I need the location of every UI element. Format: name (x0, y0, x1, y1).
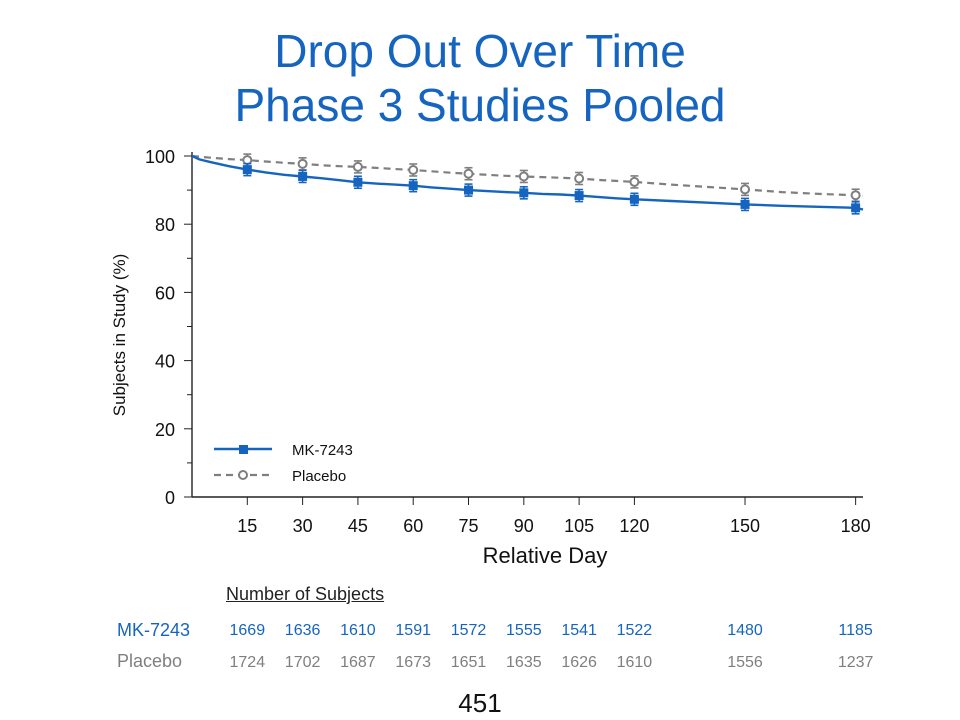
placebo-point (297, 158, 308, 169)
x-tick-label: 105 (564, 516, 594, 536)
placebo-count: 1702 (284, 654, 321, 671)
placebo-point (408, 164, 419, 175)
page-number: 451 (458, 688, 502, 718)
placebo-point (574, 173, 585, 184)
x-tick-label: 60 (403, 516, 423, 536)
x-tick-label: 15 (237, 516, 257, 536)
mk-7243-point (740, 199, 750, 209)
placebo-count: 1635 (506, 654, 542, 671)
legend-mk-7243-marker (239, 445, 248, 454)
placebo-count: 1673 (395, 654, 431, 671)
legend-mk-7243-label: MK-7243 (292, 442, 353, 459)
x-tick-label: 180 (841, 516, 871, 536)
chart-title-line-1: Drop Out Over Time (274, 25, 686, 77)
row-label-mk-7243: MK-7243 (117, 620, 191, 640)
mk-7243-count: 1522 (616, 622, 653, 639)
placebo-count: 1237 (837, 654, 874, 671)
mk-7243-point (353, 177, 363, 187)
mk-7243-count: 1669 (229, 622, 266, 639)
mk-7243-point (408, 181, 418, 191)
placebo-count: 1651 (450, 654, 487, 671)
x-tick-label: 150 (730, 516, 760, 536)
y-axis-label: Subjects in Study (%) (110, 254, 129, 417)
x-axis-label: Relative Day (483, 543, 608, 568)
placebo-count: 1687 (340, 654, 376, 671)
mk-7243-point (242, 165, 252, 175)
y-tick-label: 20 (155, 420, 175, 440)
placebo-count: 1724 (229, 654, 266, 671)
placebo-point (463, 168, 474, 179)
mk-7243-point (519, 188, 529, 198)
placebo-count: 1610 (616, 654, 653, 671)
number-of-subjects-heading: Number of Subjects (226, 584, 385, 604)
y-tick-label: 60 (155, 283, 175, 303)
x-tick-label: 90 (514, 516, 534, 536)
placebo-count: 1556 (727, 654, 763, 671)
mk-7243-point (464, 185, 474, 195)
y-tick-label: 100 (145, 147, 175, 167)
placebo-point (352, 161, 363, 172)
chart-canvas: 0 20 40 60 80 100 15 30 45 60 75 90 105 120 150 180 Rela… (110, 147, 871, 568)
mk-7243-point (629, 194, 639, 204)
y-tick-label: 40 (155, 352, 175, 372)
mk-7243-point (298, 171, 308, 181)
mk-7243-count: 1555 (506, 622, 542, 639)
x-tick-label: 120 (619, 516, 649, 536)
chart-title-line-2: Phase 3 Studies Pooled (234, 79, 726, 131)
mk-7243-count: 1541 (561, 622, 597, 639)
row-label-placebo: Placebo (117, 651, 183, 671)
placebo-count: 1626 (561, 654, 597, 671)
placebo-point (740, 184, 751, 195)
placebo-point (629, 176, 640, 187)
placebo-point (850, 190, 861, 201)
x-tick-label: 75 (458, 516, 478, 536)
legend-placebo-label: Placebo (292, 468, 346, 485)
placebo-point (518, 171, 529, 182)
x-tick-label: 45 (348, 516, 368, 536)
mk-7243-point (851, 203, 861, 213)
legend-placebo-marker (238, 470, 248, 480)
y-tick-label: 0 (165, 488, 175, 508)
mk-7243-count: 1591 (395, 622, 431, 639)
x-tick-label: 30 (293, 516, 313, 536)
mk-7243-count: 1610 (340, 622, 376, 639)
mk-7243-point (574, 191, 584, 201)
y-tick-label: 80 (155, 215, 175, 235)
mk-7243-count: 1185 (838, 622, 873, 639)
mk-7243-count: 1480 (727, 622, 763, 639)
mk-7243-count: 1636 (284, 622, 321, 639)
mk-7243-count: 1572 (450, 622, 487, 639)
